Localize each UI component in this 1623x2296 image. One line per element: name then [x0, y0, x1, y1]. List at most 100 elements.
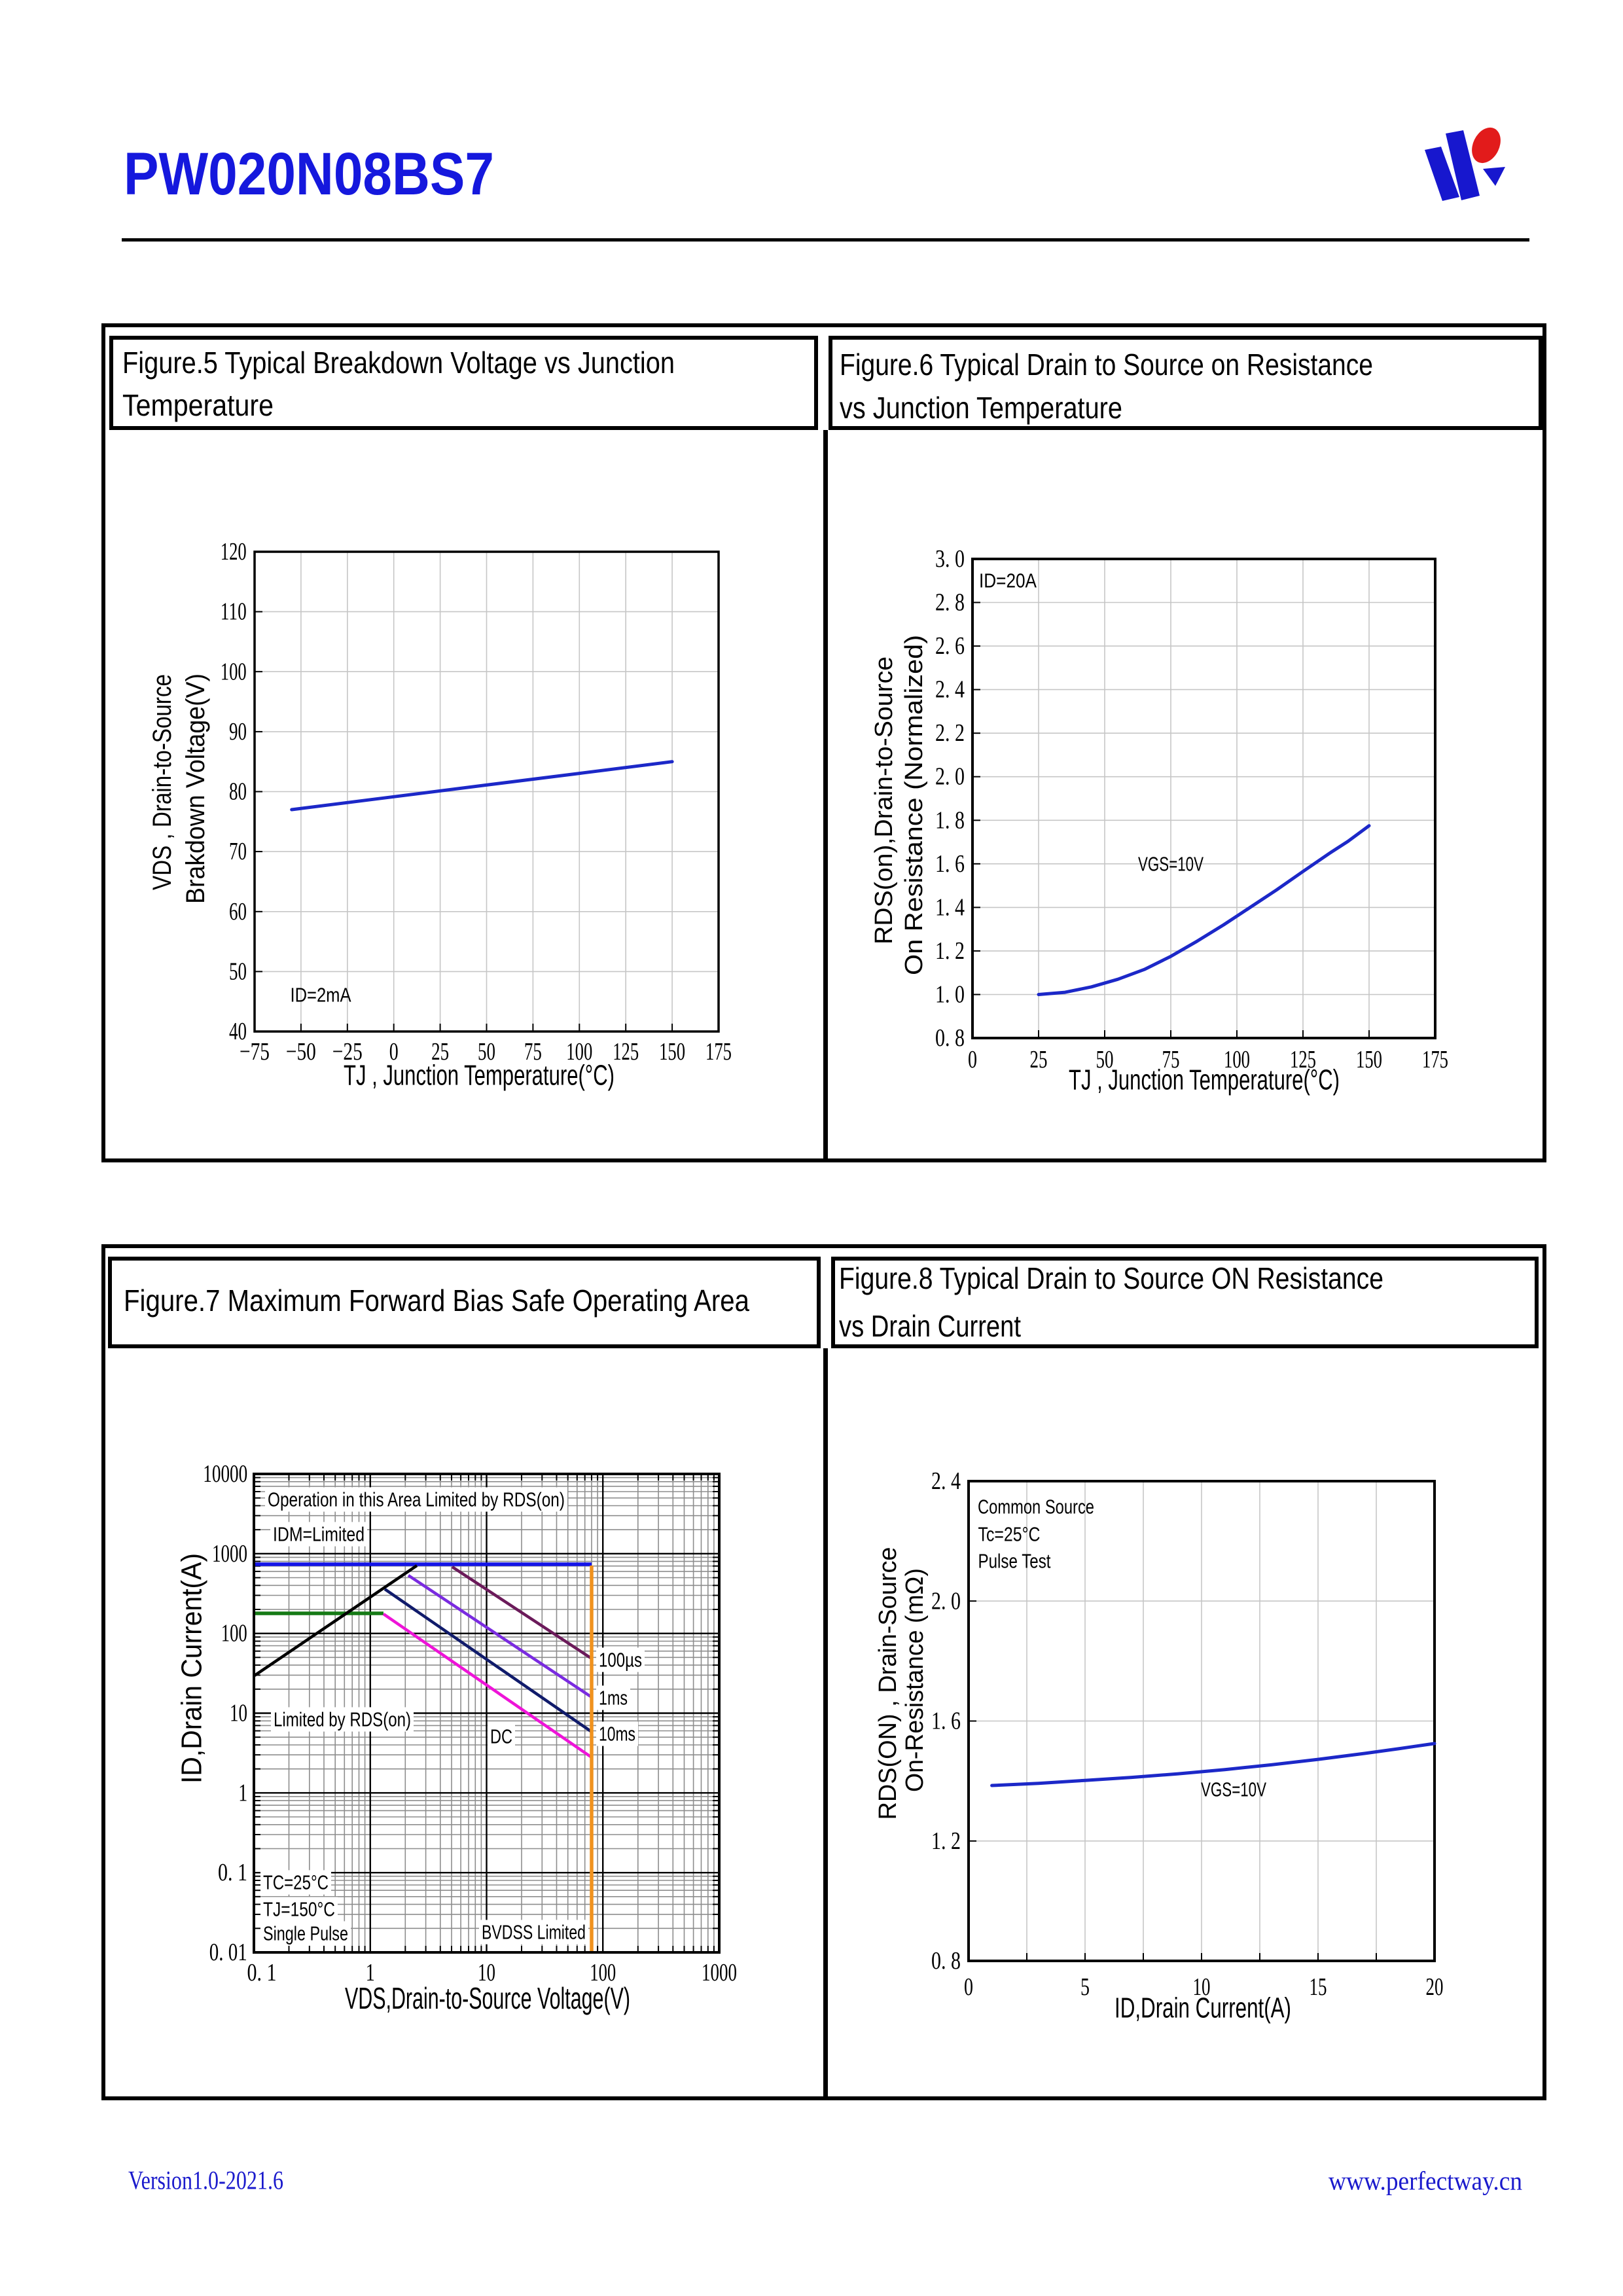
svg-text:ID=2mA: ID=2mA [291, 984, 351, 1007]
svg-text:Figure.5 Typical Breakdown Vol: Figure.5 Typical Breakdown Voltage vs Ju… [122, 346, 675, 380]
svg-text:Common Source: Common Source [978, 1496, 1094, 1518]
svg-text:0. 01: 0. 01 [209, 1939, 247, 1966]
svg-text:2. 4: 2. 4 [931, 1467, 961, 1495]
svg-text:−25: −25 [332, 1038, 363, 1066]
svg-text:2. 0: 2. 0 [935, 763, 965, 791]
svg-text:10: 10 [478, 1959, 495, 1986]
svg-text:125: 125 [613, 1038, 639, 1066]
svg-text:TJ , Junction Temperature(°C): TJ , Junction Temperature(°C) [344, 1060, 615, 1092]
svg-text:125: 125 [1290, 1046, 1316, 1073]
svg-text:1. 2: 1. 2 [931, 1827, 961, 1855]
svg-text:TC=25°C: TC=25°C [263, 1871, 329, 1894]
svg-text:75: 75 [1162, 1046, 1180, 1073]
svg-text:2. 6: 2. 6 [935, 632, 965, 660]
svg-text:100: 100 [590, 1959, 616, 1986]
svg-text:0. 8: 0. 8 [931, 1947, 961, 1975]
svg-text:Pulse Test: Pulse Test [978, 1550, 1051, 1573]
svg-text:100µs: 100µs [599, 1649, 642, 1672]
svg-text:0. 8: 0. 8 [935, 1024, 965, 1052]
svg-text:100: 100 [1224, 1046, 1250, 1073]
svg-text:2. 0: 2. 0 [931, 1587, 961, 1615]
svg-text:DC: DC [490, 1725, 512, 1748]
svg-text:80: 80 [229, 778, 247, 806]
svg-text:−50: −50 [286, 1038, 316, 1066]
svg-text:Figure.7 Maximum Forward Bias: Figure.7 Maximum Forward Bias Safe Opera… [124, 1283, 749, 1318]
svg-text:1. 4: 1. 4 [935, 893, 965, 921]
svg-text:Brakdown Voltage(V): Brakdown Voltage(V) [181, 673, 210, 904]
svg-text:0: 0 [964, 1973, 973, 2001]
svg-text:−75: −75 [240, 1038, 270, 1066]
svg-text:5: 5 [1080, 1973, 1090, 2001]
svg-text:90: 90 [229, 718, 247, 745]
svg-text:100: 100 [221, 1620, 247, 1647]
svg-text:Single Pulse: Single Pulse [263, 1922, 348, 1945]
svg-text:ID=20A: ID=20A [979, 569, 1037, 592]
svg-text:On Resistance (Normalized): On Resistance (Normalized) [901, 635, 928, 975]
svg-text:3. 0: 3. 0 [935, 545, 965, 573]
svg-text:ID,Drain Current(A): ID,Drain Current(A) [1115, 1992, 1291, 2024]
svg-text:RDS(on),Drain-to-Source: RDS(on),Drain-to-Source [870, 656, 898, 944]
svg-text:50: 50 [1096, 1046, 1114, 1073]
svg-text:Version1.0-2021.6: Version1.0-2021.6 [128, 2166, 283, 2195]
svg-text:10ms: 10ms [599, 1723, 635, 1746]
svg-text:10: 10 [1193, 1973, 1211, 2001]
svg-text:TJ=150°C: TJ=150°C [263, 1898, 335, 1921]
svg-text:20: 20 [1426, 1973, 1444, 2001]
svg-text:1000: 1000 [702, 1959, 737, 1986]
svg-text:RDS(ON) , Drain-Source: RDS(ON) , Drain-Source [874, 1547, 902, 1820]
svg-text:0. 1: 0. 1 [247, 1959, 277, 1986]
svg-text:vs Junction Temperature: vs Junction Temperature [840, 391, 1122, 425]
svg-text:40: 40 [229, 1018, 247, 1045]
svg-text:175: 175 [705, 1038, 732, 1066]
svg-text:150: 150 [659, 1038, 685, 1066]
svg-text:1. 2: 1. 2 [935, 937, 965, 965]
svg-text:25: 25 [431, 1038, 449, 1066]
svg-text:VGS=10V: VGS=10V [1138, 853, 1204, 876]
svg-text:10000: 10000 [203, 1460, 247, 1488]
svg-text:1. 0: 1. 0 [935, 980, 965, 1008]
svg-text:50: 50 [478, 1038, 495, 1066]
svg-text:0: 0 [968, 1046, 977, 1073]
svg-text:TJ , Junction Temperature(°C): TJ , Junction Temperature(°C) [1069, 1064, 1340, 1096]
svg-text:Temperature: Temperature [122, 388, 274, 422]
svg-text:1: 1 [366, 1959, 375, 1986]
svg-text:1000: 1000 [212, 1540, 247, 1568]
svg-text:Tc=25°C: Tc=25°C [978, 1523, 1041, 1546]
svg-text:1ms: 1ms [599, 1687, 628, 1710]
svg-text:2. 2: 2. 2 [935, 719, 965, 747]
svg-text:vs Drain Current: vs Drain Current [839, 1309, 1021, 1343]
svg-text:70: 70 [229, 838, 247, 865]
svg-text:Figure.6 Typical Drain to Sour: Figure.6 Typical Drain to Source on Resi… [840, 348, 1373, 382]
svg-text:0. 1: 0. 1 [218, 1859, 247, 1886]
svg-text:100: 100 [221, 658, 247, 685]
svg-text:10: 10 [230, 1700, 247, 1727]
svg-text:1. 6: 1. 6 [931, 1708, 961, 1735]
svg-text:150: 150 [1356, 1046, 1382, 1073]
svg-text:50: 50 [229, 958, 247, 985]
svg-text:1. 6: 1. 6 [935, 850, 965, 878]
svg-text:2. 8: 2. 8 [935, 589, 965, 617]
svg-text:2. 4: 2. 4 [935, 676, 965, 704]
svg-text:VDS , Drain-to-Source: VDS , Drain-to-Source [148, 674, 177, 890]
svg-text:On-Resistance (mΩ): On-Resistance (mΩ) [901, 1568, 929, 1792]
svg-text:VGS=10V: VGS=10V [1201, 1778, 1266, 1801]
svg-text:www.perfectway.cn: www.perfectway.cn [1329, 2166, 1522, 2196]
svg-text:75: 75 [524, 1038, 542, 1066]
svg-text:PW020N08BS7: PW020N08BS7 [124, 141, 494, 207]
svg-text:110: 110 [221, 598, 247, 626]
svg-text:IDM=Limited: IDM=Limited [273, 1523, 365, 1546]
svg-text:100: 100 [566, 1038, 592, 1066]
svg-text:VDS,Drain-to-Source Voltage(V): VDS,Drain-to-Source Voltage(V) [345, 1981, 630, 2015]
svg-text:1: 1 [238, 1779, 247, 1806]
svg-text:Figure.8 Typical Drain to Sour: Figure.8 Typical Drain to Source ON Resi… [839, 1261, 1383, 1295]
svg-text:15: 15 [1310, 1973, 1327, 2001]
svg-text:60: 60 [229, 898, 247, 925]
svg-text:Limited by RDS(on): Limited by RDS(on) [274, 1708, 411, 1731]
svg-text:1. 8: 1. 8 [935, 806, 965, 834]
svg-text:25: 25 [1030, 1046, 1048, 1073]
svg-text:ID,Drain Current(A): ID,Drain Current(A) [176, 1553, 208, 1784]
svg-text:120: 120 [221, 538, 247, 565]
svg-text:Operation in this Area Limited: Operation in this Area Limited by RDS(on… [268, 1488, 565, 1511]
svg-text:175: 175 [1422, 1046, 1448, 1073]
svg-text:0: 0 [389, 1038, 399, 1066]
